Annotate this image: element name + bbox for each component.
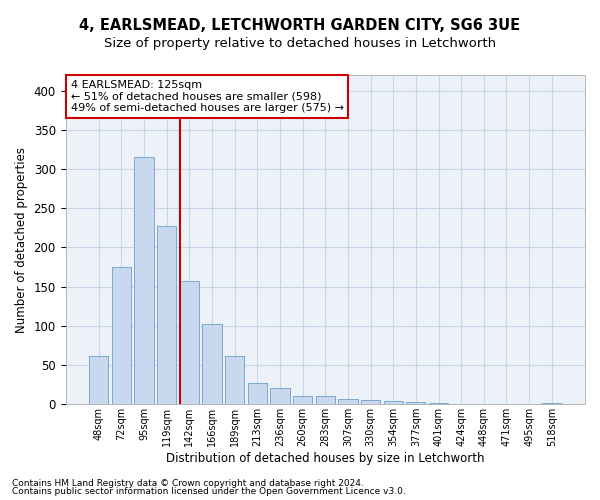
Bar	[429, 402, 448, 404]
Bar	[361, 400, 380, 404]
Text: 4, EARLSMEAD, LETCHWORTH GARDEN CITY, SG6 3UE: 4, EARLSMEAD, LETCHWORTH GARDEN CITY, SG…	[79, 18, 521, 32]
Bar	[338, 399, 358, 404]
Text: Size of property relative to detached houses in Letchworth: Size of property relative to detached ho…	[104, 38, 496, 51]
Bar	[157, 226, 176, 404]
Bar	[225, 356, 244, 405]
X-axis label: Distribution of detached houses by size in Letchworth: Distribution of detached houses by size …	[166, 452, 485, 465]
Bar	[202, 324, 221, 404]
Bar	[293, 396, 312, 404]
Bar	[271, 388, 290, 404]
Bar	[112, 267, 131, 404]
Bar	[406, 402, 425, 404]
Bar	[383, 401, 403, 404]
Bar	[134, 158, 154, 404]
Text: Contains HM Land Registry data © Crown copyright and database right 2024.: Contains HM Land Registry data © Crown c…	[12, 478, 364, 488]
Text: 4 EARLSMEAD: 125sqm
← 51% of detached houses are smaller (598)
49% of semi-detac: 4 EARLSMEAD: 125sqm ← 51% of detached ho…	[71, 80, 344, 113]
Bar	[180, 281, 199, 404]
Bar	[89, 356, 109, 405]
Y-axis label: Number of detached properties: Number of detached properties	[15, 146, 28, 332]
Bar	[316, 396, 335, 404]
Bar	[542, 402, 562, 404]
Bar	[248, 383, 267, 404]
Text: Contains public sector information licensed under the Open Government Licence v3: Contains public sector information licen…	[12, 487, 406, 496]
